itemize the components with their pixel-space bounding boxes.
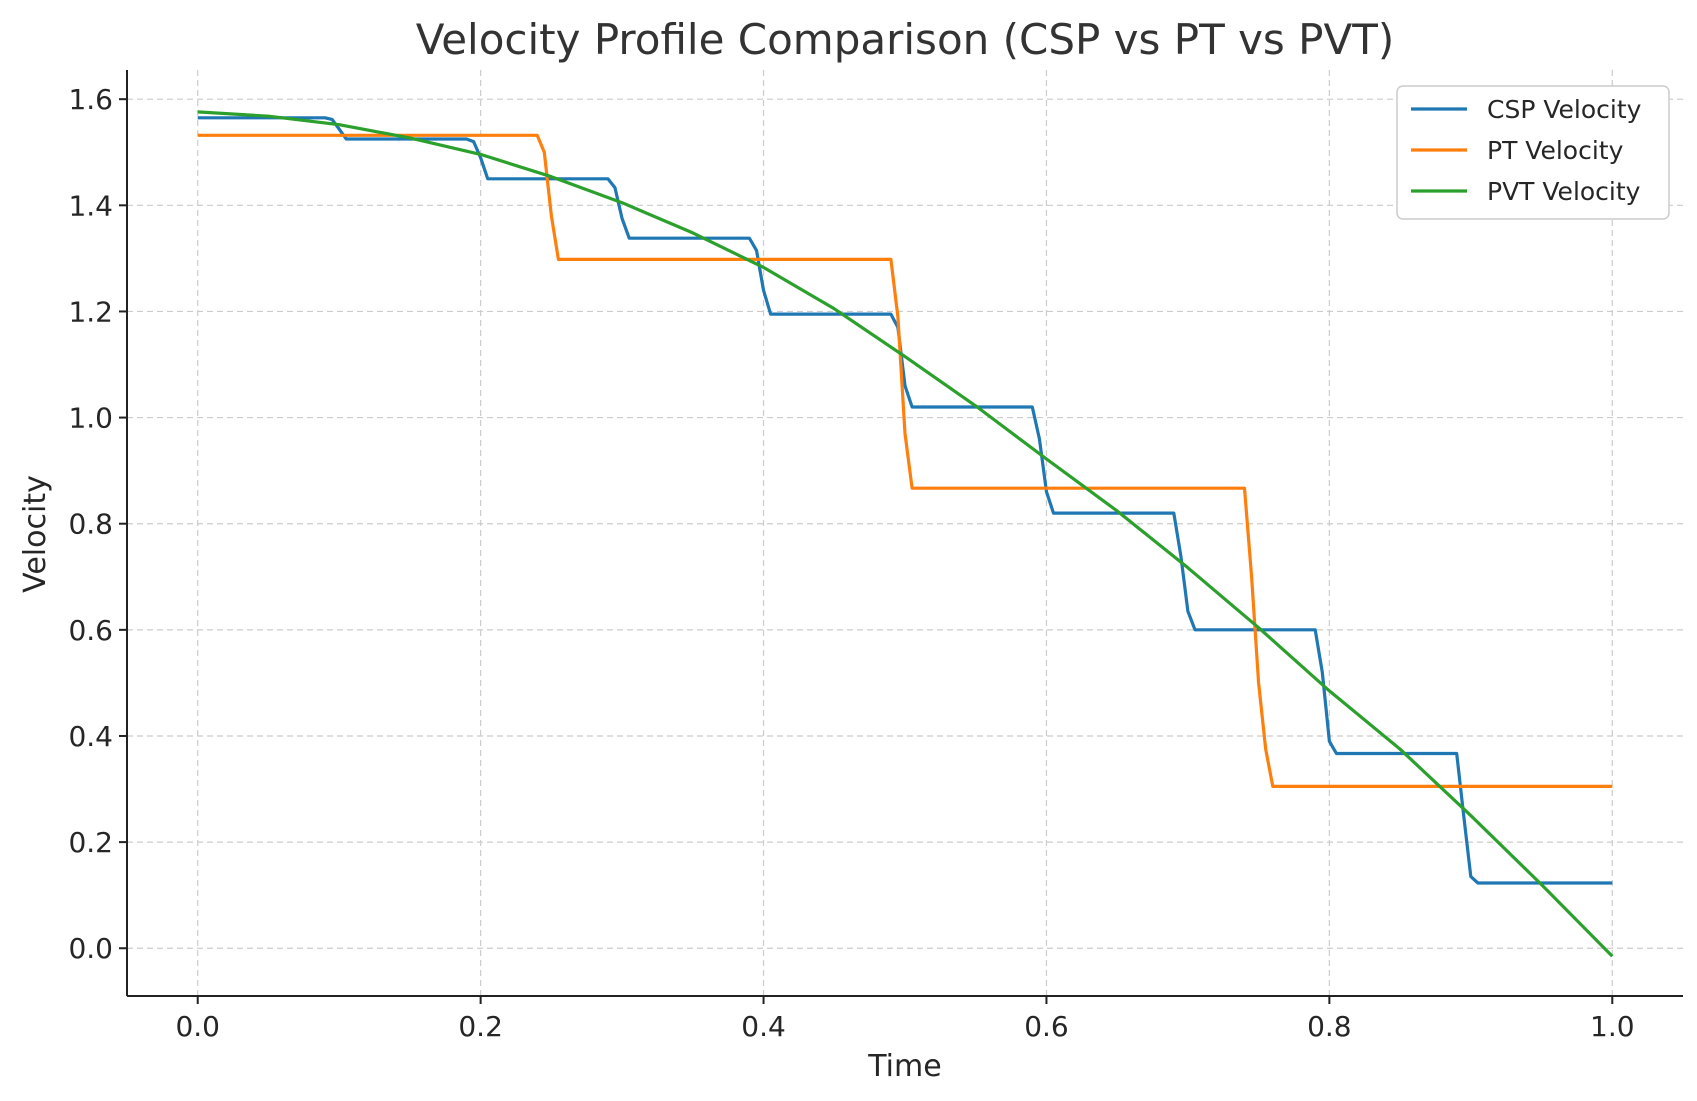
legend-label-pvt-velocity: PVT Velocity xyxy=(1487,177,1641,206)
legend-label-csp-velocity: CSP Velocity xyxy=(1487,95,1642,124)
grid-lines xyxy=(127,70,1683,996)
x-tick-label: 0.0 xyxy=(175,1010,220,1043)
y-tick-label: 0.6 xyxy=(68,614,113,647)
y-tick-label: 0.2 xyxy=(68,826,113,859)
y-axis-ticks: 0.0 0.2 0.4 0.6 0.8 1.0 1.2 1.4 1.6 xyxy=(68,83,127,965)
x-tick-label: 0.2 xyxy=(458,1010,503,1043)
y-axis-title: Velocity xyxy=(18,475,53,593)
chart-title: Velocity Profile Comparison (CSP vs PT v… xyxy=(416,15,1395,64)
series-lines xyxy=(197,110,1614,958)
x-tick-label: 0.8 xyxy=(1307,1010,1352,1043)
csp-velocity-line xyxy=(197,116,1613,885)
y-tick-label: 0.0 xyxy=(68,932,113,965)
x-tick-label: 0.6 xyxy=(1024,1010,1069,1043)
x-axis-ticks: 0.0 0.2 0.4 0.6 0.8 1.0 xyxy=(175,996,1635,1043)
y-tick-label: 0.8 xyxy=(68,508,113,541)
x-axis-title: Time xyxy=(867,1049,941,1084)
y-tick-label: 1.6 xyxy=(68,83,113,116)
y-tick-label: 1.0 xyxy=(68,402,113,435)
pvt-velocity-line xyxy=(197,110,1614,958)
y-tick-label: 1.4 xyxy=(68,189,113,222)
y-tick-label: 0.4 xyxy=(68,720,113,753)
x-tick-label: 1.0 xyxy=(1590,1010,1635,1043)
legend-box xyxy=(1396,85,1670,220)
pt-velocity-line xyxy=(197,133,1613,789)
y-tick-label: 1.2 xyxy=(68,295,113,328)
x-tick-label: 0.4 xyxy=(741,1010,786,1043)
legend-label-pt-velocity: PT Velocity xyxy=(1487,136,1624,165)
legend: CSP Velocity PT Velocity PVT Velocity xyxy=(1396,85,1670,220)
